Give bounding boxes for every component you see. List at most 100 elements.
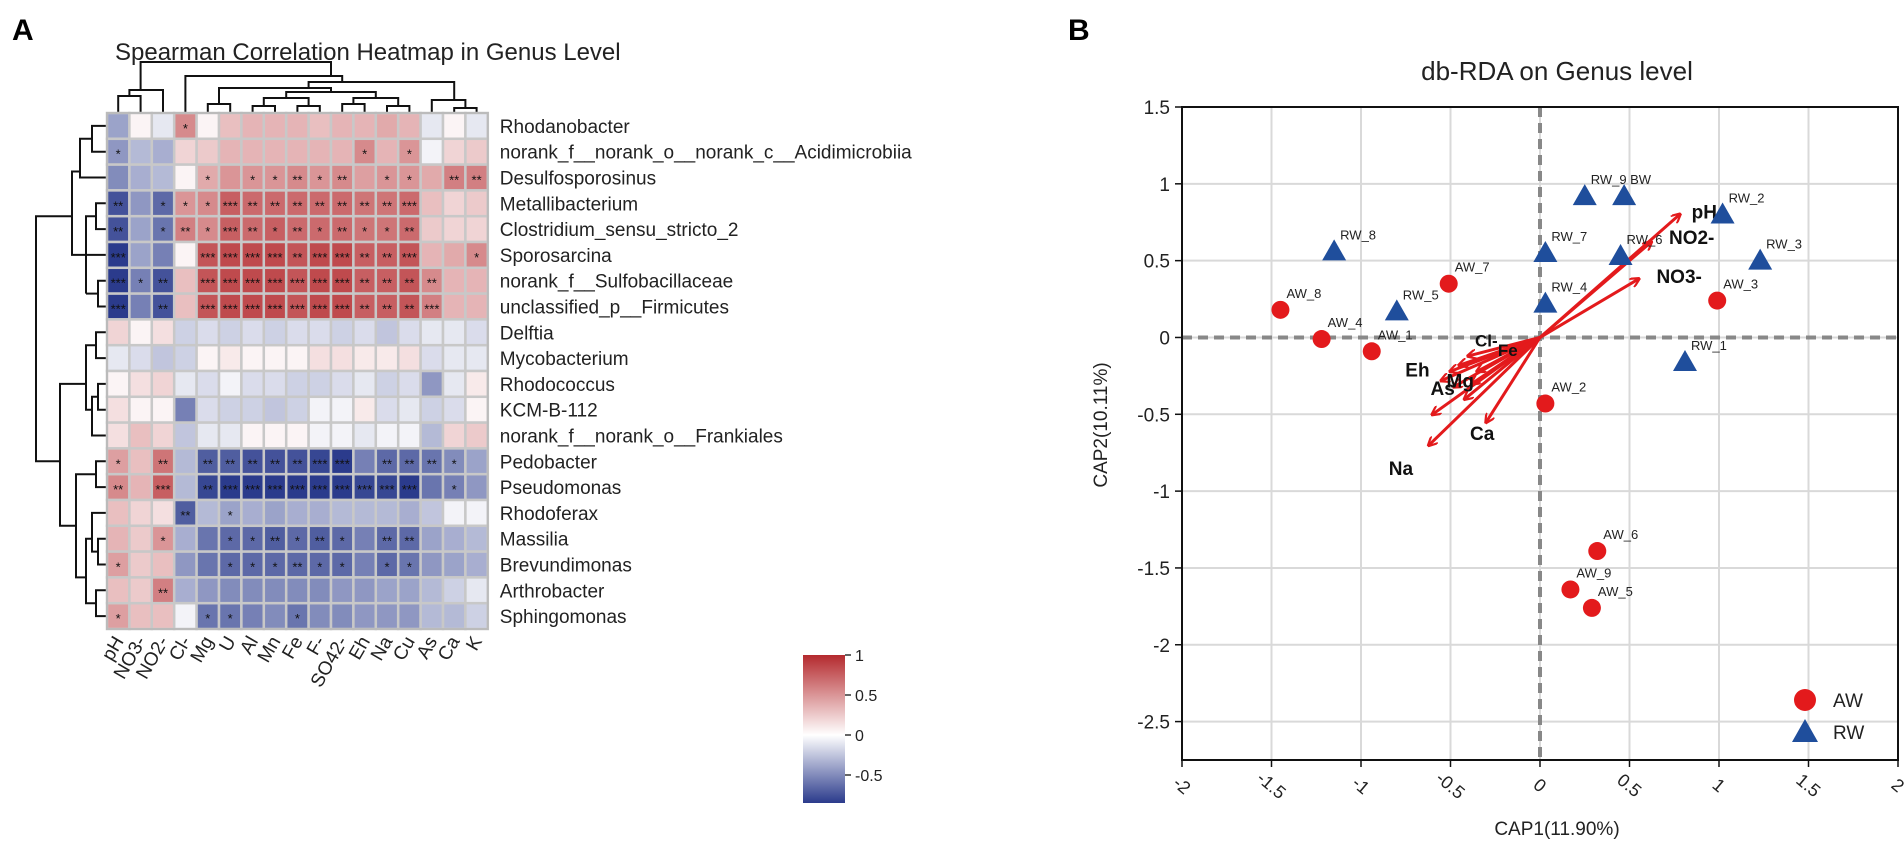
significance-mark: ** [404, 456, 414, 471]
significance-mark: ** [404, 534, 414, 549]
significance-mark: * [228, 534, 233, 549]
colorbar: 1 0.5 0 -0.5 [803, 648, 883, 803]
heatmap-cell [419, 550, 445, 579]
significance-mark: *** [312, 482, 327, 497]
significance-mark: *** [312, 250, 327, 265]
colorbar-tick-label: 1 [855, 648, 864, 665]
significance-mark: ** [404, 224, 414, 239]
significance-mark: *** [111, 276, 126, 291]
heatmap-cell [284, 421, 310, 450]
heatmap-cell [441, 189, 467, 218]
heatmap-cell [172, 137, 198, 166]
row-label: Arthrobacter [500, 581, 605, 602]
heatmap-cell [128, 240, 154, 270]
row-label: Massilia [500, 530, 569, 551]
significance-mark: * [407, 173, 412, 188]
significance-mark: ** [158, 276, 168, 291]
heatmap-cell [217, 318, 243, 347]
heatmap-cell [464, 369, 490, 399]
significance-mark: * [160, 224, 165, 239]
significance-mark: ** [337, 224, 347, 239]
significance-mark: ** [382, 456, 392, 471]
significance-mark: ** [427, 456, 437, 471]
significance-mark: * [452, 456, 457, 471]
dendrogram-branch [139, 61, 332, 90]
heatmap-cell [464, 524, 490, 553]
row-label: Pseudomonas [500, 478, 621, 499]
heatmap-cell [195, 576, 221, 605]
heatmap-cell [374, 343, 400, 373]
heatmap-cell [217, 163, 243, 192]
heatmap-cell [419, 395, 445, 424]
heatmap-cell [329, 111, 355, 141]
heatmap-cell [105, 498, 131, 528]
heatmap-cell [240, 395, 266, 424]
significance-mark: * [474, 250, 479, 265]
heatmap-cell [396, 369, 422, 399]
heatmap-cell [105, 395, 131, 424]
significance-mark: *** [200, 302, 215, 317]
point-label: RW_4 [1551, 280, 1587, 295]
point-aw [1312, 330, 1331, 349]
sample-points: AW_8 AW_4 AW_1 AW_7 AW_2 AW_3 AW_6 AW_9 AW_5 RW_8… [1271, 172, 1802, 617]
significance-mark: ** [337, 198, 347, 213]
x-tick-label: -1 [1348, 773, 1373, 799]
heatmap-cell [262, 111, 288, 141]
heatmap-cell [464, 395, 490, 424]
significance-mark: ** [360, 250, 370, 265]
significance-mark: *** [335, 302, 350, 317]
significance-mark: *** [402, 482, 417, 497]
heatmap-cell [150, 601, 176, 631]
significance-mark: ** [382, 534, 392, 549]
heatmap-cell [307, 318, 333, 347]
heatmap-cell [441, 601, 467, 631]
env-vector [1539, 279, 1638, 339]
heatmap-cell [374, 601, 400, 631]
significance-mark: ** [158, 585, 168, 600]
heatmap-cell [396, 421, 422, 450]
column-label: Ca [434, 633, 465, 665]
significance-mark: ** [337, 173, 347, 188]
point-label: AW_7 [1455, 260, 1490, 275]
heatmap-cell [240, 343, 266, 373]
significance-mark: ** [292, 456, 302, 471]
heatmap-cell [441, 111, 467, 141]
point-rw [1384, 299, 1409, 321]
significance-mark: *** [245, 302, 260, 317]
legend-marker-rw [1792, 719, 1818, 742]
significance-mark: * [205, 224, 210, 239]
significance-mark: ** [270, 198, 280, 213]
heatmap-cell [128, 137, 154, 166]
significance-mark: *** [402, 250, 417, 265]
row-label: Pedobacter [500, 452, 598, 473]
significance-mark: * [205, 173, 210, 188]
significance-mark: ** [382, 302, 392, 317]
heatmap-cell [240, 318, 266, 347]
point-label: BW [1630, 172, 1652, 187]
heatmap-cell [374, 421, 400, 450]
point-label: AW_3 [1723, 277, 1758, 292]
heatmap-cell [441, 240, 467, 270]
dendrogram-branch [262, 97, 310, 106]
significance-mark: * [384, 224, 389, 239]
heatmap-cell [284, 318, 310, 347]
env-vector-label: Na [1389, 459, 1414, 480]
significance-mark: ** [113, 482, 123, 497]
heatmap-cell [240, 137, 266, 166]
point-label: RW_2 [1729, 191, 1765, 206]
heatmap-cell [128, 292, 154, 321]
heatmap-cell [195, 137, 221, 166]
heatmap-cell [240, 601, 266, 631]
significance-mark: * [205, 198, 210, 213]
heatmap-cell [419, 137, 445, 166]
point-aw [1362, 342, 1381, 361]
significance-mark: *** [290, 302, 305, 317]
heatmap-cell [352, 421, 378, 450]
dendrogram-branch [218, 87, 332, 104]
significance-mark: * [362, 224, 367, 239]
y-tick-label: 0 [1159, 328, 1170, 349]
heatmap-cell [441, 576, 467, 605]
env-vector [1477, 336, 1541, 371]
heatmap-cell [441, 550, 467, 579]
